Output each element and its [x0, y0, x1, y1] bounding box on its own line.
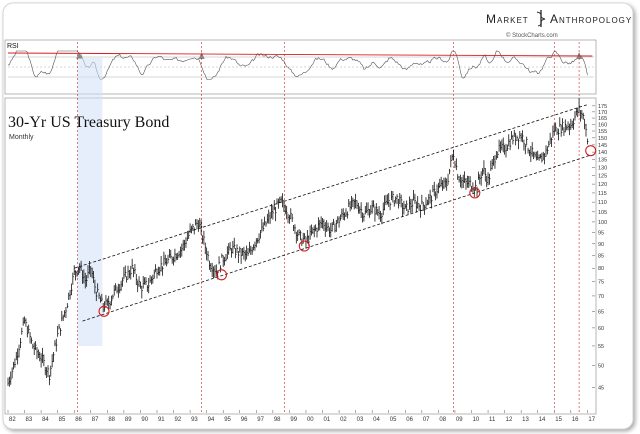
price-panel: 4550556065707580859095100105110115120125…: [4, 42, 607, 423]
x-tick-label: 86: [75, 417, 82, 423]
y-tick-label: 55: [598, 344, 604, 350]
x-tick-label: 11: [489, 417, 496, 423]
x-tick-label: 04: [373, 417, 380, 423]
x-tick-label: 07: [423, 417, 430, 423]
x-tick-label: 10: [473, 417, 480, 423]
y-tick-label: 70: [598, 294, 604, 300]
price-panel-frame: [4, 97, 597, 415]
rsi-resistance-line: [7, 52, 593, 57]
x-tick-label: 83: [26, 417, 33, 423]
y-tick-label: 130: [598, 166, 607, 172]
chart-title: 30-Yr US Treasury Bond: [8, 114, 169, 131]
x-tick-label: 05: [390, 417, 397, 423]
stockcharts-credit: © StockCharts.com: [506, 32, 558, 39]
y-tick-label: 115: [598, 191, 607, 197]
x-tick-label: 02: [340, 417, 347, 423]
y-tick-label: 170: [598, 110, 607, 116]
circled-low-marker: [469, 187, 481, 199]
channel-lower-line: [82, 154, 591, 322]
y-tick-label: 125: [598, 174, 607, 180]
x-tick-label: 98: [274, 417, 281, 423]
x-tick-label: 92: [175, 417, 182, 423]
circled-low-marker: [215, 269, 228, 281]
y-tick-label: 120: [598, 182, 607, 188]
y-tick-label: 140: [598, 150, 607, 156]
x-tick-label: 13: [522, 417, 529, 423]
y-tick-label: 75: [598, 280, 604, 286]
x-tick-label: 99: [290, 417, 297, 423]
chart-card: [2, 2, 634, 430]
x-tick-label: 94: [208, 417, 215, 423]
x-tick-label: 89: [125, 417, 132, 423]
x-tick-label: 08: [439, 417, 446, 423]
y-tick-label: 160: [598, 122, 607, 128]
x-tick-label: 17: [588, 417, 595, 423]
y-tick-label: 110: [598, 200, 607, 206]
rsi-label: RSI: [7, 43, 19, 50]
y-tick-label: 165: [598, 116, 607, 122]
y-tick-label: 135: [598, 158, 607, 164]
rod-of-asclepius-icon: [536, 10, 546, 27]
x-tick-label: 03: [357, 417, 364, 423]
brand-right: Anthropology: [550, 12, 632, 26]
y-tick-label: 95: [598, 231, 604, 237]
y-tick-label: 155: [598, 129, 607, 135]
x-tick-label: 12: [506, 417, 513, 423]
x-tick-label: 15: [555, 417, 562, 423]
rsi-peak-marker: [76, 52, 83, 59]
x-tick-label: 93: [191, 417, 198, 423]
x-tick-label: 01: [324, 417, 331, 423]
y-tick-label: 85: [598, 254, 604, 260]
rsi-line: [7, 50, 588, 80]
x-tick-label: 95: [224, 417, 231, 423]
rsi-panel: RSI: [4, 39, 597, 95]
x-tick-label: 96: [241, 417, 248, 423]
circled-low-marker: [98, 305, 110, 317]
y-tick-label: 65: [598, 309, 604, 315]
x-tick-label: 16: [572, 417, 579, 423]
x-tick-label: 85: [59, 417, 66, 423]
highlight-band: [77, 58, 103, 346]
y-tick-label: 145: [598, 143, 607, 149]
y-tick-label: 80: [598, 266, 604, 272]
x-tick-label: 00: [307, 417, 314, 423]
x-tick-label: 90: [141, 417, 148, 423]
x-tick-label: 06: [406, 417, 413, 423]
chart-subtitle: Monthly: [9, 134, 34, 141]
x-tick-label: 09: [456, 417, 463, 423]
y-tick-label: 100: [598, 220, 607, 226]
circled-low-marker: [585, 145, 597, 157]
x-tick-label: 84: [42, 417, 49, 423]
x-tick-label: 14: [539, 417, 546, 423]
x-tick-label: 97: [257, 417, 264, 423]
y-tick-label: 105: [598, 210, 607, 216]
y-tick-label: 150: [598, 136, 607, 142]
y-tick-label: 60: [598, 326, 604, 332]
brand-left: Market: [486, 12, 529, 26]
y-tick-label: 90: [598, 242, 604, 248]
y-tick-label: 45: [598, 386, 604, 392]
x-tick-label: 87: [92, 417, 99, 423]
rsi-panel-frame: [4, 39, 597, 95]
x-tick-label: 82: [9, 417, 16, 423]
x-tick-label: 91: [158, 417, 165, 423]
y-tick-label: 50: [598, 364, 604, 370]
x-tick-label: 88: [108, 417, 115, 423]
y-tick-label: 175: [598, 104, 607, 110]
circled-low-marker: [298, 240, 310, 252]
